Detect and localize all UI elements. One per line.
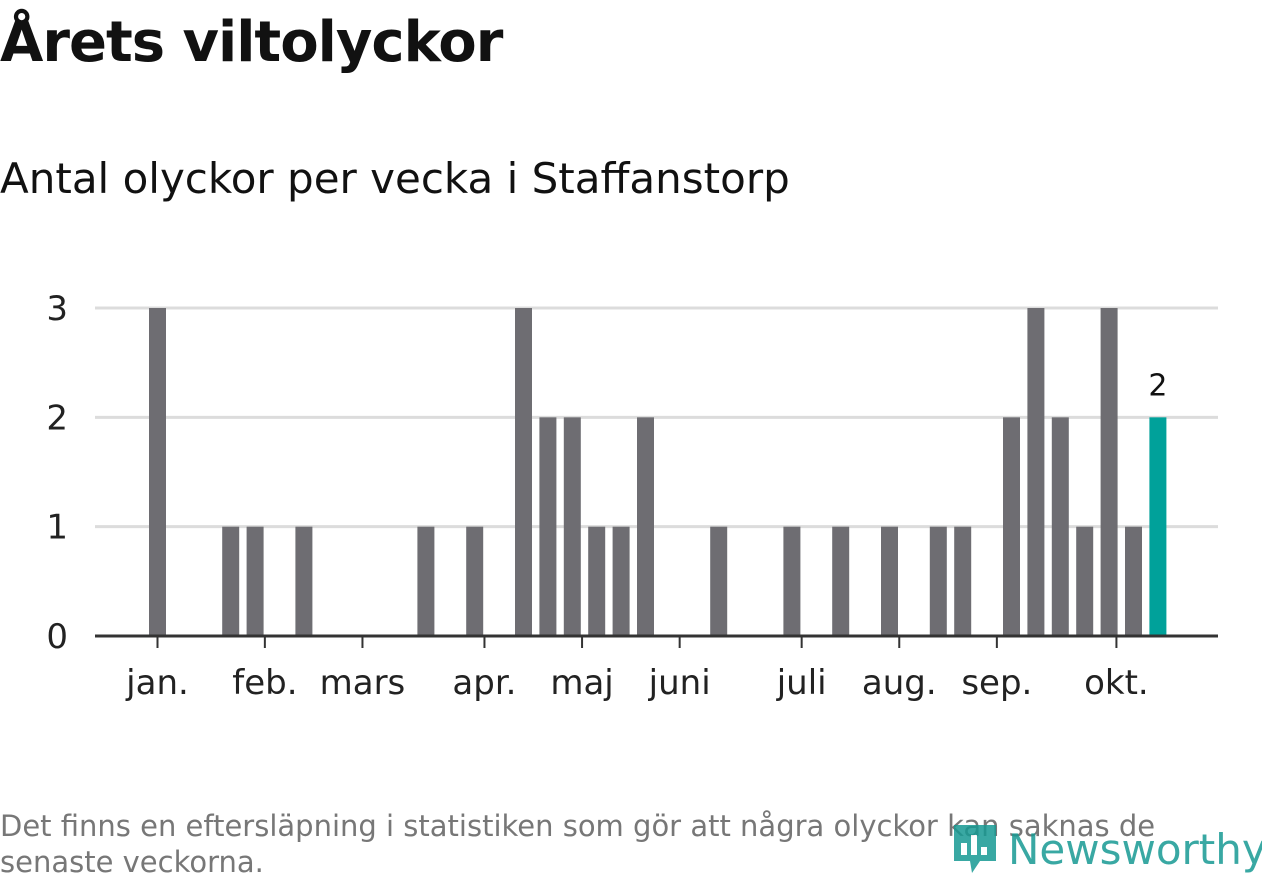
y-tick-label: 2 [46, 398, 68, 438]
bar [637, 417, 654, 636]
bar [612, 526, 630, 636]
bar [783, 526, 801, 636]
gridlines [95, 306, 1218, 529]
bar [515, 308, 532, 636]
bar [881, 526, 898, 636]
bar [1051, 417, 1069, 636]
x-tick-label: okt. [1084, 663, 1149, 703]
bar [1027, 308, 1045, 636]
bar [539, 417, 557, 636]
y-tick-label: 3 [46, 289, 68, 329]
bar [149, 308, 166, 636]
bars [149, 308, 1167, 636]
chart-title: Årets viltolyckor [0, 10, 503, 75]
bar [929, 526, 947, 636]
x-tick-label: apr. [452, 663, 516, 703]
x-tick-label: sep. [961, 663, 1032, 703]
newsworthy-logo-text: Newsworthy [1008, 824, 1262, 874]
x-tick-label: mars [320, 663, 406, 703]
x-tick-label: juli [776, 663, 827, 703]
y-tick-label: 0 [46, 617, 68, 657]
bar [832, 526, 850, 636]
newsworthy-logo-icon [954, 825, 996, 873]
bar-value-label: 2 [1148, 368, 1167, 403]
bar [1003, 417, 1020, 636]
bar [588, 526, 606, 636]
bar-current-week [1149, 417, 1167, 636]
bar [954, 526, 972, 636]
bar [1076, 526, 1094, 636]
x-axis [95, 634, 1218, 648]
x-tick-label: aug. [862, 663, 937, 703]
bar [417, 526, 435, 636]
newsworthy-logo: Newsworthy [950, 820, 1262, 878]
x-tick-label: maj [550, 663, 613, 703]
x-tick-label: jan. [125, 663, 189, 703]
bar [246, 526, 264, 636]
y-tick-label: 1 [46, 508, 68, 548]
x-tick-label: feb. [232, 663, 297, 703]
bar [295, 526, 313, 636]
labels: 0 1 2 3 2 jan. feb. mars apr. maj juni juli aug. sep.… [46, 289, 1167, 703]
bar [1125, 526, 1142, 636]
bar [710, 526, 728, 636]
bar [466, 526, 484, 636]
bar [563, 417, 581, 636]
bar [222, 526, 240, 636]
chart-subtitle: Antal olyckor per vecka i Staffanstorp [0, 154, 790, 203]
x-tick-label: juni [648, 663, 711, 703]
bar [1100, 308, 1118, 636]
